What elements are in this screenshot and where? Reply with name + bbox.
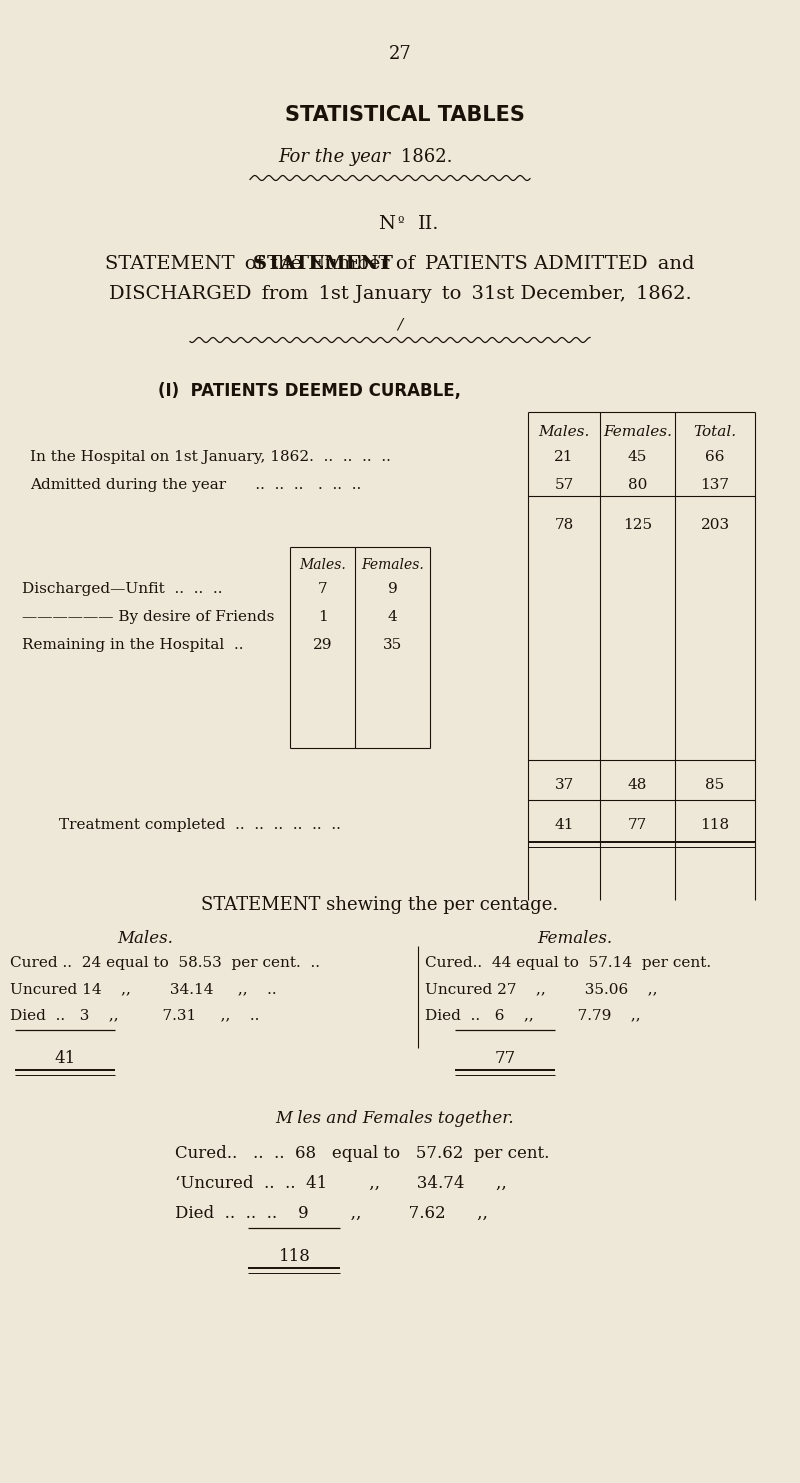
Text: 1862.: 1862. bbox=[395, 148, 453, 166]
Text: 57: 57 bbox=[554, 478, 574, 492]
Text: 118: 118 bbox=[701, 819, 730, 832]
Text: STATEMENT  of the Number of  PATIENTS ADMITTED  and: STATEMENT of the Number of PATIENTS ADMI… bbox=[106, 255, 694, 273]
Text: Cured..  44 equal to  57.14  per cent.: Cured.. 44 equal to 57.14 per cent. bbox=[425, 957, 711, 970]
Text: (I)  PATIENTS DEEMED CURABLE,: (I) PATIENTS DEEMED CURABLE, bbox=[158, 383, 462, 400]
Text: In the Hospital on 1st January, 1862.  ..  ..  ..  ..: In the Hospital on 1st January, 1862. ..… bbox=[30, 449, 391, 464]
Text: 78: 78 bbox=[554, 518, 574, 532]
Text: Admitted during the year      ..  ..  ..   .  ..  ..: Admitted during the year .. .. .. . .. .… bbox=[30, 478, 362, 492]
Text: 80: 80 bbox=[628, 478, 647, 492]
Text: Females.: Females. bbox=[538, 930, 613, 948]
Text: Males.: Males. bbox=[117, 930, 173, 948]
Text: 45: 45 bbox=[628, 449, 647, 464]
Text: 29: 29 bbox=[313, 638, 332, 653]
Text: 77: 77 bbox=[494, 1050, 516, 1066]
Text: 41: 41 bbox=[54, 1050, 76, 1066]
Text: 27: 27 bbox=[389, 44, 411, 62]
Text: 41: 41 bbox=[554, 819, 574, 832]
Text: Died  ..  ..  ..    9        ,,         7.62      ,,: Died .. .. .. 9 ,, 7.62 ,, bbox=[175, 1206, 488, 1222]
Text: 137: 137 bbox=[701, 478, 730, 492]
Text: 4: 4 bbox=[388, 610, 398, 624]
Text: 118: 118 bbox=[279, 1249, 311, 1265]
Text: º: º bbox=[397, 215, 403, 228]
Text: Died  ..   3    ,,         7.31     ,,    ..: Died .. 3 ,, 7.31 ,, .. bbox=[10, 1008, 259, 1022]
Text: 1: 1 bbox=[318, 610, 327, 624]
Text: 66: 66 bbox=[706, 449, 725, 464]
Text: 77: 77 bbox=[628, 819, 647, 832]
Text: 7: 7 bbox=[318, 581, 327, 596]
Text: ‘Uncured  ..  ..  41        ,,       34.74      ,,: ‘Uncured .. .. 41 ,, 34.74 ,, bbox=[175, 1175, 506, 1192]
Text: For the year: For the year bbox=[278, 148, 390, 166]
Text: Uncured 14    ,,        34.14     ,,    ..: Uncured 14 ,, 34.14 ,, .. bbox=[10, 982, 277, 997]
Text: Cured..   ..  ..  68   equal to   57.62  per cent.: Cured.. .. .. 68 equal to 57.62 per cent… bbox=[175, 1145, 550, 1163]
Text: 203: 203 bbox=[701, 518, 730, 532]
Text: Males.: Males. bbox=[538, 426, 590, 439]
Text: Remaining in the Hospital  ..: Remaining in the Hospital .. bbox=[22, 638, 243, 653]
Text: Males.: Males. bbox=[299, 558, 346, 572]
Text: Treatment completed  ..  ..  ..  ..  ..  ..: Treatment completed .. .. .. .. .. .. bbox=[59, 819, 341, 832]
Text: 85: 85 bbox=[706, 779, 725, 792]
Text: STATEMENT shewing the per centage.: STATEMENT shewing the per centage. bbox=[202, 896, 558, 914]
Text: Died  ..   6    ,,         7.79    ,,: Died .. 6 ,, 7.79 ,, bbox=[425, 1008, 641, 1022]
Text: M les and Females together.: M les and Females together. bbox=[276, 1109, 514, 1127]
Text: Females.: Females. bbox=[361, 558, 424, 572]
Text: Uncured 27    ,,        35.06    ,,: Uncured 27 ,, 35.06 ,, bbox=[425, 982, 658, 997]
Text: —————— By desire of Friends: —————— By desire of Friends bbox=[22, 610, 274, 624]
Text: 35: 35 bbox=[383, 638, 402, 653]
Text: Total.: Total. bbox=[694, 426, 737, 439]
Text: 48: 48 bbox=[628, 779, 647, 792]
Text: /: / bbox=[398, 317, 402, 332]
Text: 125: 125 bbox=[623, 518, 652, 532]
Text: N: N bbox=[378, 215, 395, 233]
Text: DISCHARGED  from  1st January  to  31st December,  1862.: DISCHARGED from 1st January to 31st Dece… bbox=[109, 285, 691, 303]
Text: STATEMENT: STATEMENT bbox=[254, 255, 400, 273]
Text: Females.: Females. bbox=[603, 426, 672, 439]
Text: STATISTICAL TABLES: STATISTICAL TABLES bbox=[285, 105, 525, 125]
Text: 9: 9 bbox=[388, 581, 398, 596]
Text: Discharged—Unfit  ..  ..  ..: Discharged—Unfit .. .. .. bbox=[22, 581, 222, 596]
Text: 21: 21 bbox=[554, 449, 574, 464]
Text: II.: II. bbox=[418, 215, 439, 233]
Text: Cured ..  24 equal to  58.53  per cent.  ..: Cured .. 24 equal to 58.53 per cent. .. bbox=[10, 957, 320, 970]
Text: 37: 37 bbox=[554, 779, 574, 792]
